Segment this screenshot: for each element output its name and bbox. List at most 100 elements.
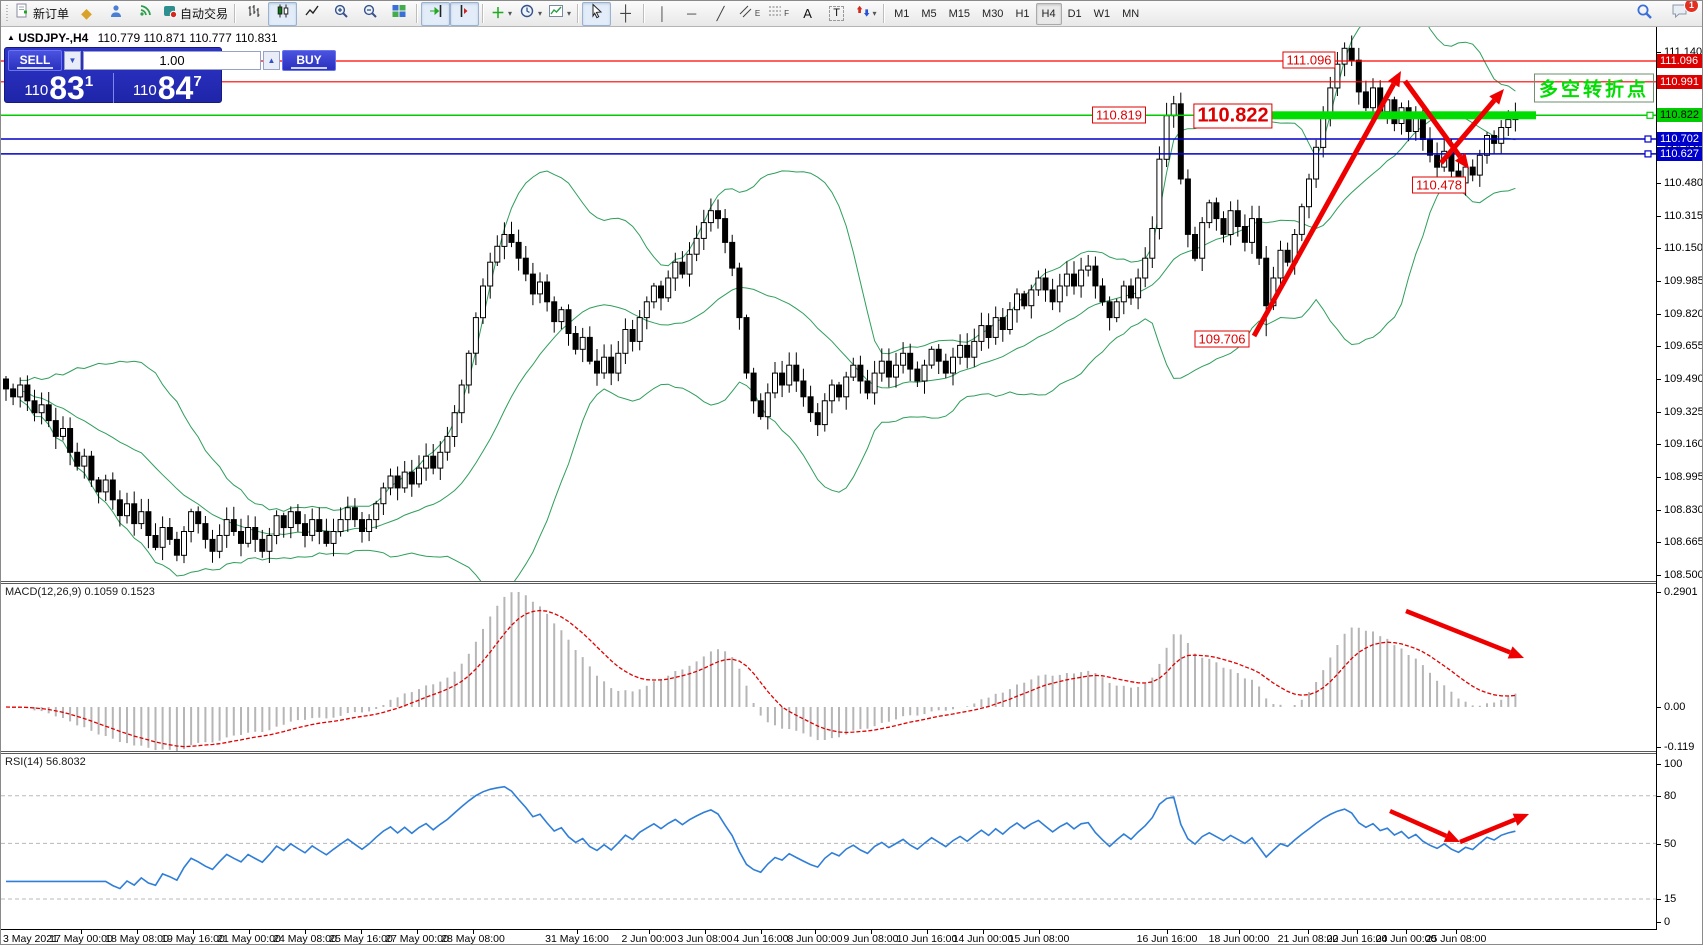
timeframe-D1[interactable]: D1: [1067, 7, 1082, 20]
arrows-button[interactable]: ▾: [851, 2, 880, 26]
time-tick-mark: [927, 930, 928, 934]
time-tick-mark: [361, 930, 362, 934]
notifications-button[interactable]: 1: [1665, 1, 1699, 26]
chevron-down-icon: ▾: [538, 9, 543, 18]
separator: [482, 4, 485, 23]
trade-panel-top-row: SELL ▼ ▲ BUY: [5, 48, 336, 73]
text-label-button[interactable]: T: [822, 2, 851, 26]
timeframe-M30[interactable]: M30: [982, 7, 1004, 20]
sell-price-base: 110: [24, 82, 49, 99]
crosshair-button[interactable]: ┼: [611, 2, 640, 26]
timeframe-M1[interactable]: M1: [894, 7, 910, 20]
price-annotation-label[interactable]: 110.819: [1091, 106, 1147, 124]
auto-scroll-button[interactable]: [421, 1, 451, 26]
autotrading-button[interactable]: 自动交易: [159, 2, 231, 26]
clock-icon: [519, 3, 535, 24]
price-annotation-label[interactable]: 109.706: [1194, 330, 1250, 348]
timeframe-H4[interactable]: H4: [1035, 2, 1062, 25]
arrows-icon: [855, 4, 870, 24]
horizontal-line-button[interactable]: ─: [677, 2, 706, 26]
community-button[interactable]: [101, 2, 130, 26]
price-tick-mark: [1657, 313, 1661, 315]
chart-candles-button[interactable]: [268, 1, 298, 26]
cursor-button[interactable]: [582, 1, 612, 26]
time-tick-mark: [815, 930, 816, 934]
periods-button[interactable]: ▾: [516, 2, 545, 26]
buy-price[interactable]: 110 84 7: [114, 72, 222, 104]
tile-windows-button[interactable]: [384, 2, 413, 26]
price-tick-label: 109.820: [1664, 307, 1703, 320]
time-tick-mark: [649, 930, 650, 934]
channel-button[interactable]: E: [735, 2, 764, 26]
timeframe-M5[interactable]: M5: [921, 7, 937, 20]
price-tick-label: 108.665: [1664, 536, 1703, 549]
time-axis-label: 3 May 2021: [3, 933, 58, 945]
turning-point-note[interactable]: 多空转折点: [1533, 73, 1655, 103]
price-macd-separator[interactable]: [1, 581, 1656, 584]
price-tick-mark: [1657, 509, 1661, 511]
volume-decrease-button[interactable]: ▼: [64, 51, 81, 70]
price-tick-mark: [1657, 575, 1661, 577]
vertical-line-button[interactable]: │: [648, 2, 677, 26]
time-axis-label: 25 Jun 08:00: [1425, 933, 1487, 945]
zoom-out-button[interactable]: [355, 2, 384, 26]
time-tick-mark: [305, 930, 306, 934]
template-chart-icon: [548, 3, 564, 24]
templates-button[interactable]: ▾: [545, 2, 574, 26]
timeframe-M15[interactable]: M15: [948, 7, 971, 20]
volume-input[interactable]: [83, 51, 261, 70]
channel-letter: E: [754, 9, 761, 18]
time-axis-label: 10 Jun 16:00: [896, 933, 958, 945]
time-tick-mark: [1239, 930, 1240, 934]
separator: [883, 4, 886, 23]
timeframe-W1[interactable]: W1: [1093, 7, 1111, 20]
search-button[interactable]: [1630, 2, 1659, 26]
buy-button[interactable]: BUY: [282, 50, 336, 71]
main-toolbar: 新订单 ◆ 自动交易 ＋ ▾ ▾ ▾ ┼ │ ─ ╱ E: [1, 1, 1702, 27]
new-order-button[interactable]: 新订单: [12, 2, 72, 26]
gold-button[interactable]: ◆: [72, 2, 101, 26]
volume-increase-button[interactable]: ▲: [263, 51, 280, 70]
gold-icon: ◆: [81, 5, 92, 21]
indicators-button[interactable]: ＋ ▾: [487, 2, 516, 26]
price-annotation-label[interactable]: 110.822: [1193, 103, 1273, 129]
zoom-in-button[interactable]: [326, 2, 355, 26]
chart-shift-button[interactable]: [450, 1, 480, 26]
price-tick-mark: [1657, 346, 1661, 348]
price-tick-mark: [1657, 379, 1661, 381]
chart-bars-button[interactable]: [239, 2, 268, 26]
sell-button[interactable]: SELL: [8, 50, 62, 71]
fibonacci-button[interactable]: F: [764, 2, 793, 26]
buy-price-base: 110: [132, 82, 157, 99]
price-tick-label: 109.325: [1664, 405, 1703, 418]
separator: [577, 4, 580, 23]
separator: [643, 4, 646, 23]
macd-rsi-separator[interactable]: [1, 751, 1656, 754]
price-axis-line[interactable]: [1656, 27, 1657, 930]
sell-price[interactable]: 110 83 1: [5, 70, 114, 106]
price-annotation-label[interactable]: 110.478: [1411, 176, 1467, 194]
trendline-button[interactable]: ╱: [706, 2, 735, 26]
timeframe-H1[interactable]: H1: [1015, 7, 1030, 20]
time-tick-mark: [1406, 930, 1407, 934]
text-a-icon: A: [803, 6, 812, 21]
sell-price-big: 83: [49, 70, 85, 106]
text-button[interactable]: A: [793, 2, 822, 26]
candlestick-icon: [275, 3, 291, 24]
new-order-icon: [15, 3, 31, 24]
crosshair-icon: ┼: [620, 5, 631, 22]
time-axis-label: 15 Jun 08:00: [1008, 933, 1070, 945]
price-tick-label: 109.160: [1664, 438, 1703, 451]
tile-windows-icon: [391, 3, 407, 24]
chart-line-button[interactable]: [297, 2, 326, 26]
time-tick-mark: [1456, 930, 1457, 934]
time-axis-label: 31 May 16:00: [545, 933, 609, 945]
timeframe-MN[interactable]: MN: [1122, 7, 1140, 20]
rsi-tick-label: 0: [1664, 916, 1671, 928]
price-tick-mark: [1657, 281, 1661, 282]
price-annotation-label[interactable]: 111.096: [1282, 51, 1336, 69]
signals-button[interactable]: [130, 2, 159, 26]
chart-shift-icon: [457, 3, 473, 24]
indicators-plus-icon: ＋: [491, 5, 506, 21]
